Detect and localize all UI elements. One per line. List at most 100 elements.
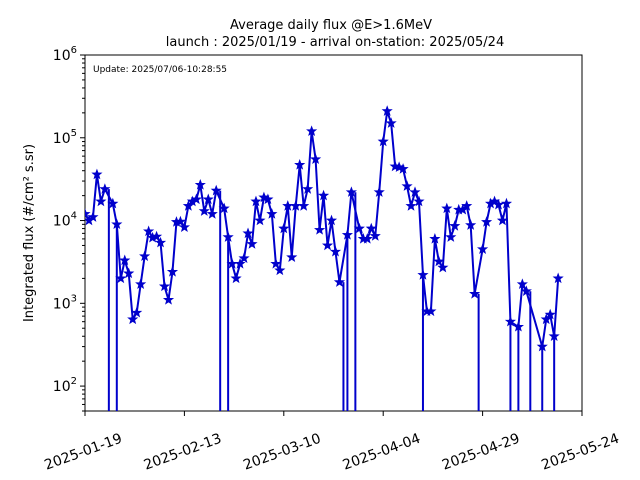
data-point <box>314 224 326 235</box>
x-tick-label: 2025-04-29 <box>440 431 522 474</box>
data-point <box>437 261 449 273</box>
data-point <box>119 254 131 266</box>
data-point <box>85 208 91 219</box>
data-point <box>107 197 119 209</box>
x-tick-label: 2025-02-13 <box>142 431 224 474</box>
data-point <box>548 330 560 341</box>
data-point <box>433 255 445 267</box>
data-point <box>210 184 222 196</box>
data-point <box>123 267 135 279</box>
data-point <box>127 313 139 325</box>
data-point <box>158 280 171 292</box>
data-point <box>206 208 218 219</box>
data-point <box>111 218 123 230</box>
data-point <box>178 221 190 232</box>
series-group <box>85 105 564 411</box>
data-point <box>373 186 385 197</box>
data-point <box>198 205 210 216</box>
data-point <box>95 195 107 207</box>
data-point <box>154 236 167 248</box>
data-point <box>131 306 143 318</box>
data-point <box>274 264 286 276</box>
data-point <box>329 245 342 257</box>
data-point <box>302 183 314 194</box>
series-layer <box>85 105 564 411</box>
data-point <box>162 294 175 305</box>
data-point <box>516 278 528 289</box>
data-point <box>353 222 365 234</box>
y-tick-label: 105 <box>53 128 77 147</box>
data-point <box>512 320 524 332</box>
data-point <box>409 186 421 197</box>
data-point <box>385 117 397 128</box>
data-point <box>377 135 389 147</box>
y-tick-label: 106 <box>53 45 77 64</box>
y-tick-label: 102 <box>53 376 77 395</box>
data-point <box>135 278 147 289</box>
data-point <box>266 208 278 219</box>
x-tick-label: 2025-04-04 <box>341 431 423 474</box>
y-tick-label: 103 <box>53 293 77 312</box>
data-point <box>202 193 214 205</box>
data-point <box>222 231 234 242</box>
y-axis-label: Integrated flux (#/cm² s.sr) <box>22 144 37 322</box>
data-point <box>278 222 290 234</box>
data-point <box>401 180 413 191</box>
data-point <box>139 250 151 262</box>
data-point <box>182 200 194 211</box>
data-point <box>250 195 262 207</box>
data-point <box>242 227 254 239</box>
data-point <box>441 202 453 214</box>
data-point <box>397 163 409 174</box>
data-point <box>552 272 564 284</box>
data-point <box>536 340 548 352</box>
data-point <box>150 230 163 242</box>
data-point <box>254 214 266 226</box>
data-point <box>429 233 441 244</box>
data-point <box>99 183 111 194</box>
update-timestamp: Update: 2025/07/06-10:28:55 <box>93 65 227 75</box>
data-point <box>310 153 322 165</box>
data-point <box>461 200 473 211</box>
data-point <box>91 168 103 180</box>
data-point <box>365 222 377 234</box>
data-point <box>465 219 477 230</box>
data-point <box>544 308 556 320</box>
data-point <box>496 214 509 226</box>
data-point <box>481 216 493 227</box>
data-point <box>540 313 552 325</box>
data-point <box>166 265 179 277</box>
data-point <box>270 257 282 269</box>
data-point <box>361 233 373 244</box>
data-point <box>492 198 505 210</box>
data-point <box>87 211 99 222</box>
x-tick-label: 2025-01-19 <box>42 431 124 474</box>
data-point <box>325 214 338 226</box>
data-point <box>341 229 353 240</box>
data-point <box>445 231 457 242</box>
data-point <box>321 239 334 251</box>
data-point <box>469 288 481 299</box>
data-point <box>234 257 246 269</box>
data-point <box>369 230 381 241</box>
chart-title: Average daily flux @E>1.6MeV <box>230 18 432 33</box>
data-point <box>286 251 298 263</box>
data-point <box>218 202 230 214</box>
data-point <box>143 225 155 237</box>
data-point <box>425 305 437 317</box>
data-point <box>500 197 513 209</box>
data-point <box>381 105 393 116</box>
x-tick-label: 2025-05-24 <box>539 431 621 474</box>
chart-subtitle: launch : 2025/01/19 - arrival on-station… <box>166 35 504 50</box>
y-tick-label: 104 <box>53 211 77 230</box>
data-point <box>520 285 532 296</box>
data-point <box>405 200 417 211</box>
data-point <box>262 193 274 205</box>
data-point <box>230 272 242 284</box>
data-point <box>298 200 310 211</box>
data-point <box>238 252 250 264</box>
data-point <box>246 238 258 249</box>
data-point <box>477 243 489 254</box>
data-point <box>345 186 357 197</box>
